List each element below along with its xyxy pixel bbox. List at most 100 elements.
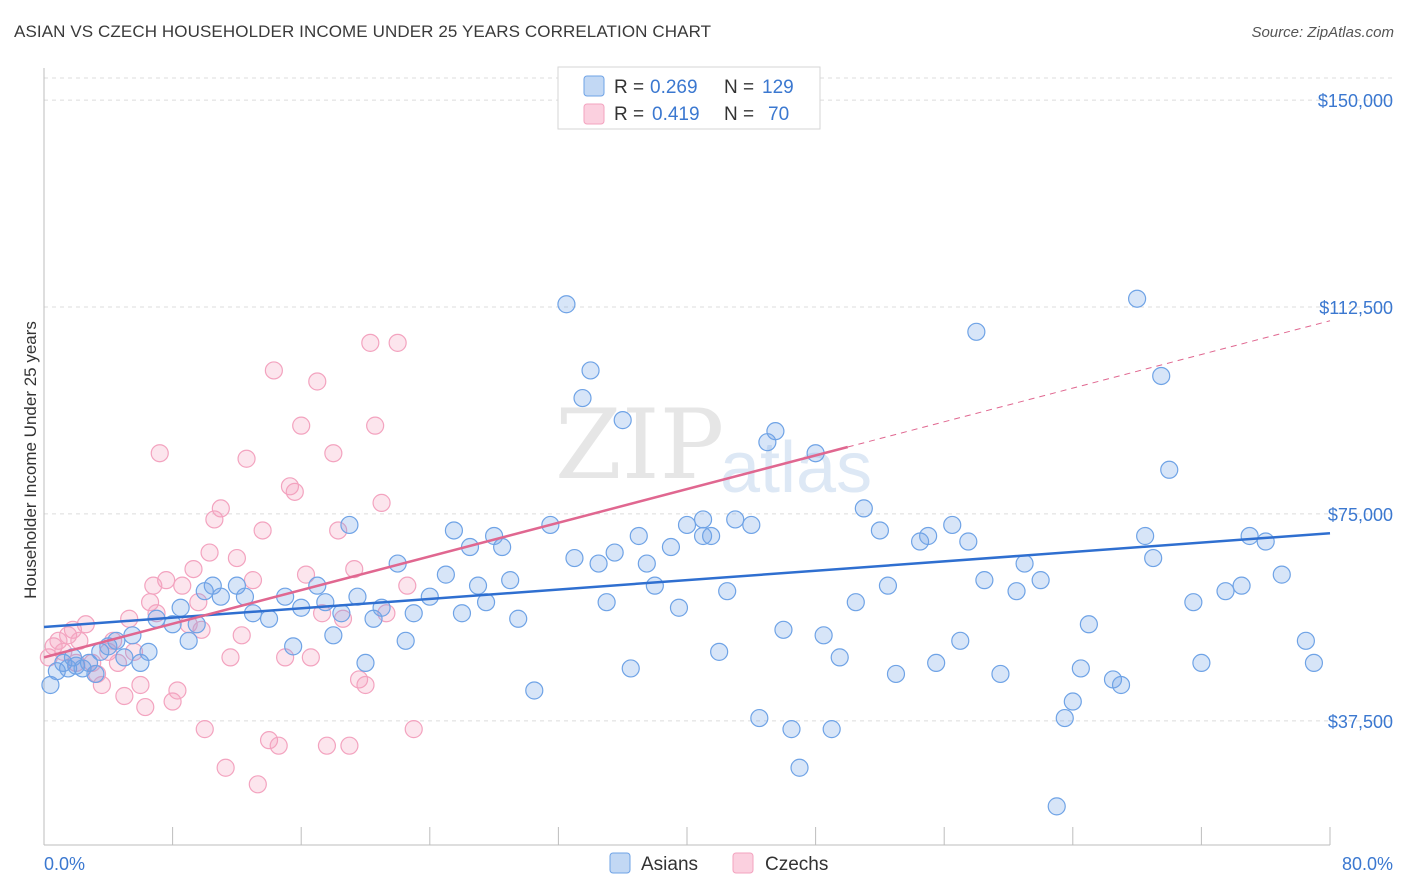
czech-point (366, 416, 385, 435)
czech-points (39, 333, 423, 794)
asian-point (1152, 366, 1171, 386)
asian-point (597, 593, 616, 612)
asian-point (975, 571, 994, 590)
czechs-swatch (732, 852, 754, 874)
asian-point (332, 604, 351, 623)
y-axis-label: Householder Income Under 25 years (21, 321, 40, 599)
czech-point (211, 499, 230, 518)
asian-point (830, 648, 849, 667)
asian-point (1160, 460, 1179, 479)
trend-lines (43, 320, 1331, 659)
czech-point (195, 720, 214, 739)
asian-point (493, 537, 512, 557)
czech-point (115, 686, 134, 706)
asian-legend-swatch (583, 75, 605, 97)
asian-point (766, 422, 785, 441)
czech-point (280, 477, 300, 496)
asian-point (637, 554, 656, 573)
czech-point (285, 482, 304, 501)
czech-point (259, 731, 279, 750)
czech-point (269, 736, 288, 755)
asian-point (621, 659, 640, 678)
asian-point (179, 631, 198, 650)
czech-point (292, 416, 311, 435)
czech-point (345, 560, 364, 579)
czech-point (317, 736, 337, 755)
asian-point (509, 609, 528, 628)
czech-point (264, 361, 283, 380)
asian-point (645, 576, 664, 595)
czech-point (216, 758, 235, 777)
czech-r-value: 0.419 (652, 104, 700, 125)
asian-point (356, 653, 375, 673)
czech-point (296, 565, 316, 584)
asian-r-value: 0.269 (650, 77, 698, 98)
czechs-legend-label: Czechs (765, 854, 828, 875)
asian-point (814, 626, 833, 645)
asian-point (693, 526, 713, 546)
asian-point (1184, 593, 1203, 612)
czech-point (192, 620, 211, 639)
czech-point (312, 604, 332, 623)
czech-n-label: N = (724, 104, 754, 125)
x-tick-labels: 0.0% 80.0% (44, 854, 1393, 874)
czech-point (372, 493, 391, 512)
asian-point (726, 510, 745, 529)
czech-point (120, 609, 139, 628)
czech-point (173, 576, 192, 595)
asian-point (943, 515, 962, 535)
asian-n-value: 129 (762, 77, 794, 98)
asian-point (1272, 565, 1291, 584)
czech-point (237, 449, 256, 468)
asian-point (774, 620, 793, 639)
czech-point (243, 571, 263, 590)
czech-point (356, 675, 375, 695)
asian-point (1144, 548, 1163, 568)
czech-r-label: R = (614, 104, 644, 125)
asian-point (324, 626, 343, 645)
czech-point (150, 444, 169, 463)
asian-n-label: N = (724, 77, 754, 98)
asian-point (420, 587, 439, 606)
asian-point (284, 637, 303, 656)
asian-point (1031, 571, 1050, 590)
asian-point (613, 411, 632, 430)
asian-point (629, 526, 648, 546)
czech-point (404, 720, 423, 739)
source-label: Source: ZipAtlas.com (1251, 24, 1394, 41)
asian-point (525, 681, 544, 700)
asian-point (79, 653, 99, 673)
asian-point (790, 758, 809, 777)
asian-point (870, 521, 890, 540)
czech-point (92, 675, 111, 695)
czech-point (144, 576, 163, 595)
czech-point (340, 736, 359, 755)
czech-point (49, 631, 68, 650)
czech-point (248, 775, 267, 794)
asian-point (1240, 526, 1259, 546)
czech-point (205, 510, 224, 529)
czech-point (136, 697, 155, 717)
asian-point (1304, 653, 1324, 673)
asian-point (822, 720, 841, 739)
asian-point (444, 521, 464, 540)
y-tick-label: $112,500 (1319, 298, 1393, 318)
asian-point (951, 631, 970, 650)
czech-point (200, 543, 219, 562)
czech-legend-swatch (583, 103, 605, 125)
asian-point (115, 648, 134, 667)
czech-point (163, 692, 182, 711)
asian-point (259, 609, 279, 628)
czech-point (301, 648, 320, 667)
asian-point (1047, 797, 1066, 816)
asian-point (1007, 582, 1026, 601)
asian-point (693, 510, 713, 529)
asian-point (171, 598, 190, 617)
watermark-zip: ZIP (555, 389, 724, 501)
asian-point (878, 576, 898, 595)
asian-point (1296, 631, 1315, 650)
czech-point (253, 521, 272, 540)
watermark-atlas: atlas (720, 428, 872, 508)
czech-point (232, 626, 251, 645)
asian-point (1063, 692, 1082, 711)
